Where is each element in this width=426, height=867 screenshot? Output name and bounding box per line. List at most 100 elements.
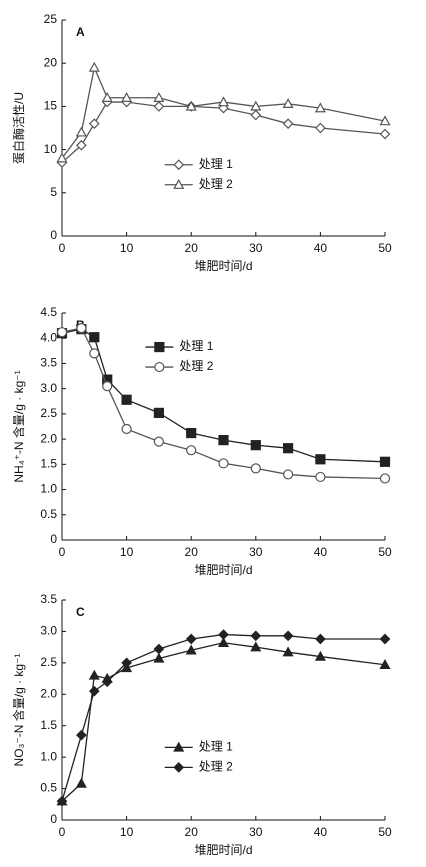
y-tick-label: 5 <box>50 185 57 199</box>
marker <box>283 443 294 454</box>
marker <box>76 323 87 334</box>
legend-marker <box>173 178 185 189</box>
line <box>61 101 386 164</box>
x-axis-label: 堆肥时间/d <box>194 259 252 273</box>
x-tick-label: 30 <box>249 825 263 839</box>
y-tick-label: 4.0 <box>40 330 57 344</box>
marker <box>282 98 294 109</box>
marker <box>218 458 229 469</box>
y-tick-label: 0.5 <box>40 781 57 795</box>
marker <box>186 427 197 439</box>
x-tick-label: 20 <box>185 825 199 839</box>
x-tick-label: 10 <box>120 545 134 559</box>
marker <box>315 454 326 465</box>
marker <box>89 332 100 343</box>
x-tick-label: 50 <box>378 545 392 559</box>
y-tick-label: 2.5 <box>40 406 57 420</box>
marker <box>283 469 294 480</box>
marker <box>218 435 229 446</box>
marker <box>121 92 133 102</box>
legend-marker <box>173 159 185 171</box>
marker <box>88 118 100 130</box>
marker <box>315 122 326 134</box>
marker <box>121 423 132 435</box>
marker <box>185 100 197 111</box>
y-tick-label: 1.5 <box>40 718 57 732</box>
y-tick-label: 25 <box>44 12 58 26</box>
marker <box>379 456 391 467</box>
marker <box>379 473 391 484</box>
x-tick-label: 40 <box>314 545 328 559</box>
y-tick-label: 1.0 <box>40 482 57 496</box>
y-tick-label: 3.0 <box>40 381 57 395</box>
legend-marker <box>173 762 185 773</box>
legend-label: 处理 2 <box>199 760 233 774</box>
marker <box>121 657 132 669</box>
y-axis-label: NO₃⁻-N 含量/g · kg⁻¹ <box>11 654 26 767</box>
x-tick-label: 40 <box>314 241 328 255</box>
marker <box>75 126 87 137</box>
marker <box>250 641 262 652</box>
marker <box>250 440 261 451</box>
y-tick-label: 1.5 <box>40 457 57 471</box>
marker <box>185 644 197 655</box>
x-tick-label: 50 <box>378 241 392 255</box>
y-axis-label: 蛋白酶活性/U <box>11 92 26 164</box>
marker <box>217 96 230 107</box>
legend-marker <box>154 361 165 373</box>
marker <box>121 394 132 405</box>
y-tick-label: 2.0 <box>40 431 57 445</box>
y-tick-label: 3.5 <box>40 592 57 606</box>
legend-label: 处理 2 <box>199 177 233 191</box>
marker <box>75 777 87 788</box>
legend-marker <box>173 741 185 752</box>
marker <box>379 633 391 645</box>
y-tick-label: 1.0 <box>40 749 57 763</box>
y-tick-label: 4.5 <box>40 305 57 319</box>
marker <box>153 92 165 102</box>
marker <box>153 436 164 447</box>
marker <box>185 633 197 645</box>
y-tick-label: 0.5 <box>40 507 57 521</box>
y-tick-label: 3.5 <box>40 356 57 370</box>
marker <box>76 729 87 741</box>
marker <box>186 445 197 456</box>
marker <box>250 100 262 111</box>
marker <box>76 139 87 151</box>
marker <box>88 669 100 680</box>
line <box>61 65 386 159</box>
marker <box>314 650 326 661</box>
line <box>61 642 386 802</box>
y-tick-label: 10 <box>44 142 58 156</box>
marker <box>250 463 261 474</box>
marker <box>314 102 326 113</box>
legend-marker <box>154 341 165 353</box>
x-tick-label: 0 <box>59 545 66 559</box>
x-tick-label: 10 <box>120 825 134 839</box>
x-tick-label: 20 <box>185 545 199 559</box>
x-tick-label: 40 <box>314 825 328 839</box>
marker <box>282 118 294 130</box>
marker <box>250 630 262 642</box>
x-tick-label: 20 <box>185 241 199 255</box>
marker <box>153 101 165 112</box>
x-tick-label: 50 <box>378 825 392 839</box>
legend-label: 处理 1 <box>199 740 233 754</box>
y-axis-label: NH₄⁺-N 含量/g · kg⁻¹ <box>11 370 26 482</box>
marker <box>153 407 164 418</box>
x-tick-label: 0 <box>59 825 66 839</box>
y-tick-label: 0 <box>50 228 57 242</box>
y-tick-label: 15 <box>44 99 58 113</box>
legend-label: 处理 2 <box>179 359 213 373</box>
marker <box>102 381 113 392</box>
x-axis-label: 堆肥时间/d <box>194 563 252 577</box>
x-tick-label: 30 <box>249 545 263 559</box>
marker <box>379 659 391 669</box>
marker <box>56 795 68 807</box>
marker <box>153 643 165 655</box>
marker <box>315 633 326 645</box>
line <box>61 327 386 480</box>
line <box>61 633 385 802</box>
y-tick-label: 20 <box>44 55 58 69</box>
